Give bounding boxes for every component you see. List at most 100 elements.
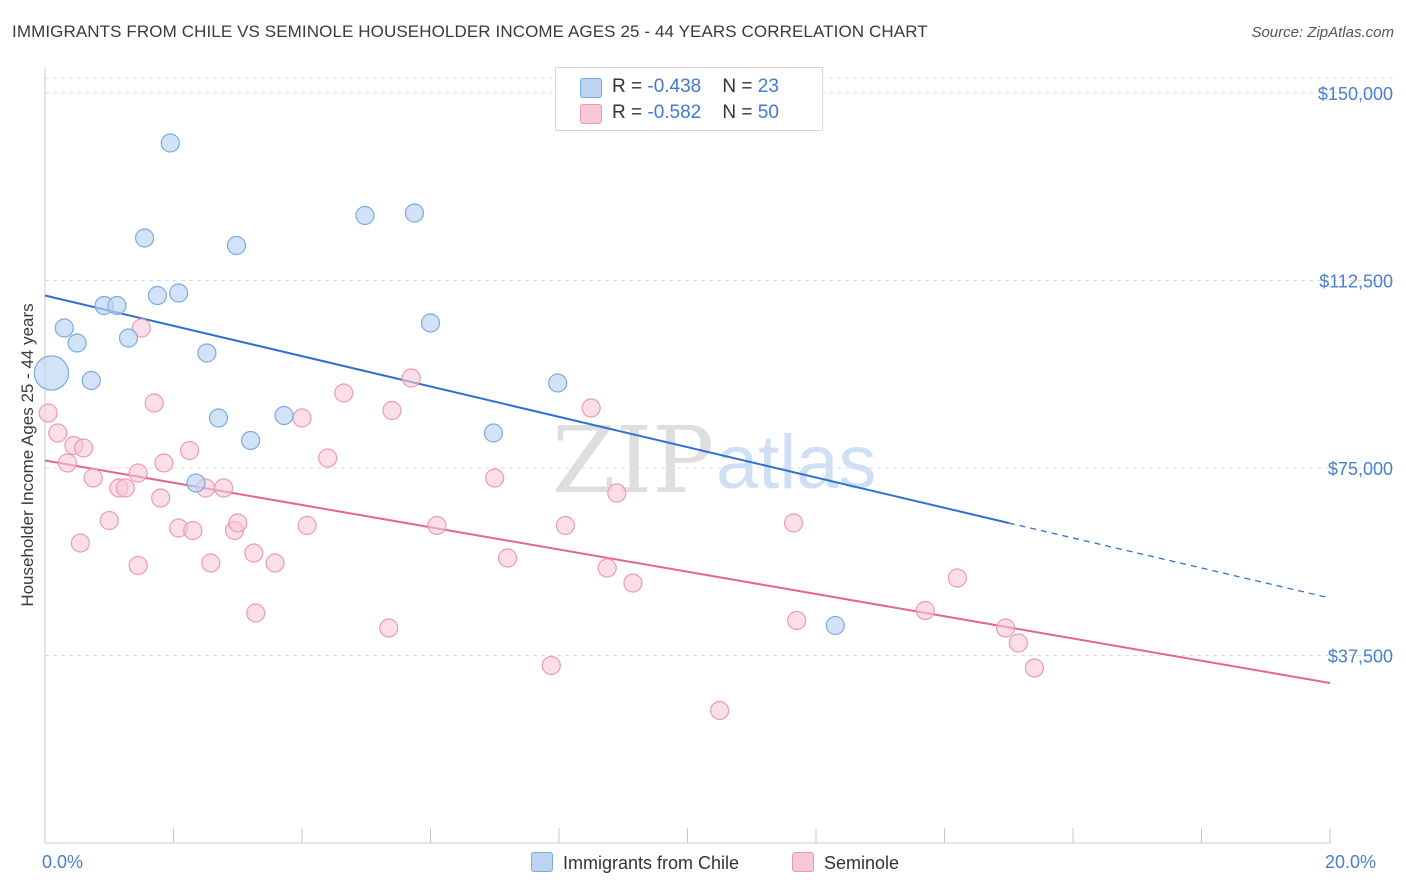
legend-n-value: 23 — [757, 76, 779, 97]
point-seminole — [131, 318, 151, 338]
point-seminole — [292, 408, 312, 428]
point-seminole — [581, 398, 601, 418]
point-seminole — [1008, 633, 1028, 653]
axes — [44, 68, 1331, 844]
data-points — [33, 133, 1045, 721]
point-seminole — [115, 478, 135, 498]
point-seminole — [73, 438, 94, 458]
point-chile — [67, 333, 87, 353]
point-seminole — [597, 558, 617, 578]
correlation-legend: R = -0.438 N = 23 R = -0.582 N = 50 — [555, 67, 823, 131]
legend-item-seminole: Seminole — [792, 852, 899, 874]
point-seminole — [555, 515, 576, 536]
legend-item-chile: Immigrants from Chile — [531, 852, 739, 874]
point-seminole — [379, 618, 399, 638]
point-chile — [355, 205, 375, 226]
point-chile — [825, 615, 845, 636]
watermark: ZIP atlas — [552, 407, 877, 514]
point-seminole — [70, 533, 90, 553]
legend-n-value: 50 — [757, 102, 779, 123]
y-tick-labels: $37,500 $75,000 $112,500 $150,000 — [1318, 84, 1393, 667]
y-axis-label: Householder Income Ages 25 - 44 years — [18, 303, 37, 607]
point-seminole — [427, 515, 447, 536]
point-seminole — [214, 478, 234, 498]
point-seminole — [318, 448, 338, 468]
point-seminole — [179, 440, 200, 461]
point-seminole — [183, 520, 203, 541]
point-seminole — [128, 555, 148, 576]
legend-r-label: R = — [612, 76, 648, 97]
point-chile — [134, 228, 155, 248]
point-chile — [107, 295, 127, 316]
point-chile — [483, 423, 504, 443]
point-chile — [186, 473, 206, 493]
point-seminole — [265, 553, 285, 573]
point-seminole — [498, 548, 518, 568]
legend-label-chile: Immigrants from Chile — [563, 853, 740, 873]
point-seminole — [246, 603, 266, 623]
point-seminole — [99, 510, 119, 531]
trend-line-seminole — [44, 459, 1331, 684]
point-seminole — [401, 368, 421, 388]
legend-r-label: R = — [612, 102, 648, 123]
point-chile — [54, 318, 74, 338]
seminole-legend-swatch — [792, 852, 814, 872]
point-seminole — [1024, 658, 1045, 678]
seminole-swatch — [580, 104, 602, 124]
point-chile — [81, 370, 101, 391]
y-tick-label: $150,000 — [1318, 84, 1393, 104]
y-tick-label: $112,500 — [1319, 272, 1393, 292]
legend-label-seminole: Seminole — [824, 853, 900, 873]
point-seminole — [297, 515, 317, 536]
point-seminole — [623, 573, 643, 593]
legend-r-value: -0.438 — [647, 76, 702, 97]
point-seminole — [541, 655, 561, 676]
point-seminole — [228, 513, 248, 533]
point-seminole — [382, 400, 402, 421]
point-seminole — [787, 610, 807, 631]
y-tick-label: $37,500 — [1328, 647, 1393, 667]
point-seminole — [201, 553, 221, 573]
point-chile — [147, 285, 168, 306]
point-chile — [226, 235, 247, 256]
watermark-atlas: atlas — [716, 420, 877, 505]
point-seminole — [154, 453, 174, 473]
point-chile — [169, 283, 189, 303]
watermark-zip: ZIP — [552, 407, 714, 514]
point-chile — [118, 328, 139, 348]
chile-legend-swatch — [531, 852, 553, 872]
trend-line-chile-extension — [1008, 522, 1331, 599]
x-tick-label-min: 0.0% — [42, 852, 84, 872]
point-seminole — [607, 483, 627, 503]
point-seminole — [144, 393, 164, 413]
point-chile — [241, 430, 261, 451]
x-tick-label-max: 20.0% — [1325, 852, 1377, 872]
point-chile — [404, 203, 425, 223]
point-seminole — [57, 453, 78, 473]
legend-n-label: N = — [722, 102, 758, 123]
point-seminole — [38, 403, 58, 423]
point-seminole — [48, 423, 68, 443]
point-chile — [33, 355, 70, 391]
chile-swatch — [580, 78, 602, 98]
point-seminole — [83, 468, 103, 488]
trend-lines — [44, 294, 1331, 684]
point-seminole — [710, 700, 730, 721]
point-seminole — [783, 513, 804, 533]
point-seminole — [128, 463, 148, 483]
point-seminole — [334, 383, 354, 403]
legend-r-value: -0.582 — [647, 102, 702, 123]
point-seminole — [947, 568, 967, 588]
trend-line-chile — [44, 294, 1009, 524]
point-seminole — [244, 543, 264, 563]
point-chile — [208, 408, 229, 428]
point-seminole — [915, 600, 935, 621]
source-note: Source: ZipAtlas.com — [1251, 24, 1394, 41]
grid-lines — [45, 77, 1395, 656]
point-chile — [420, 313, 441, 333]
y-tick-label: $75,000 — [1328, 459, 1393, 479]
point-seminole — [485, 468, 505, 488]
legend-n-label: N = — [722, 76, 758, 97]
point-chile — [197, 343, 217, 363]
